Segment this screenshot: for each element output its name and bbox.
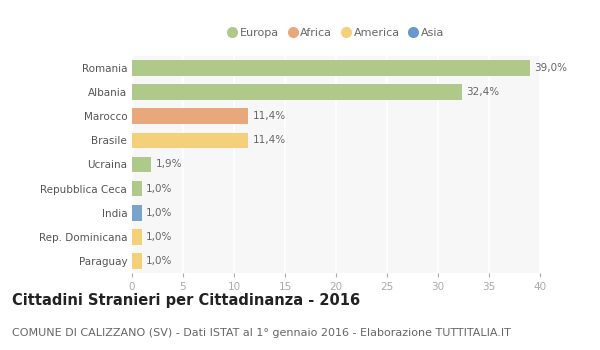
Text: COMUNE DI CALIZZANO (SV) - Dati ISTAT al 1° gennaio 2016 - Elaborazione TUTTITAL: COMUNE DI CALIZZANO (SV) - Dati ISTAT al… bbox=[12, 328, 511, 338]
Bar bbox=[132, 205, 142, 220]
Text: 1,9%: 1,9% bbox=[155, 160, 182, 169]
Text: 39,0%: 39,0% bbox=[534, 63, 567, 73]
Text: 11,4%: 11,4% bbox=[253, 111, 286, 121]
Bar bbox=[132, 157, 151, 172]
Bar bbox=[132, 108, 248, 124]
Text: 1,0%: 1,0% bbox=[146, 232, 173, 242]
Legend: Europa, Africa, America, Asia: Europa, Africa, America, Asia bbox=[224, 24, 448, 42]
Text: 11,4%: 11,4% bbox=[253, 135, 286, 145]
Text: 32,4%: 32,4% bbox=[467, 87, 500, 97]
Bar bbox=[132, 84, 463, 100]
Bar bbox=[132, 60, 530, 76]
Text: Cittadini Stranieri per Cittadinanza - 2016: Cittadini Stranieri per Cittadinanza - 2… bbox=[12, 293, 360, 308]
Text: 1,0%: 1,0% bbox=[146, 208, 173, 218]
Bar bbox=[132, 181, 142, 196]
Text: 1,0%: 1,0% bbox=[146, 256, 173, 266]
Bar bbox=[132, 229, 142, 245]
Text: 1,0%: 1,0% bbox=[146, 184, 173, 194]
Bar bbox=[132, 133, 248, 148]
Bar bbox=[132, 253, 142, 269]
